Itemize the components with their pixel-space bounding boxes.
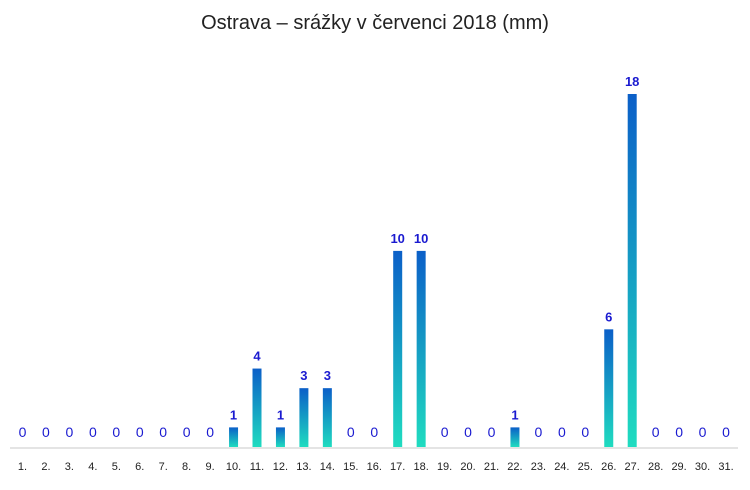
value-label-20: 0 [464,424,472,440]
value-label-5: 0 [112,424,120,440]
x-tick-label-28: 28. [648,461,663,473]
x-tick-label-3: 3. [65,461,74,473]
x-tick-label-16: 16. [367,461,382,473]
bar-18 [416,250,426,447]
x-tick-label-22: 22. [507,461,522,473]
x-tick-label-11: 11. [250,461,264,473]
x-tick-label-29: 29. [671,461,686,473]
x-tick-label-7: 7. [159,461,168,473]
x-tick-label-23: 23. [531,461,546,473]
bar-13 [299,388,309,447]
value-label-21: 0 [488,424,496,440]
bar-27 [627,94,637,447]
value-label-18: 10 [414,231,428,246]
bar-10 [229,427,239,447]
value-label-30: 0 [699,424,707,440]
x-tick-label-10: 10. [226,461,241,473]
x-tick-label-27: 27. [625,461,640,473]
x-tick-label-20: 20. [460,461,475,473]
value-label-9: 0 [206,424,214,440]
value-label-26: 6 [605,309,612,324]
value-label-31: 0 [722,424,730,440]
x-tick-label-24: 24. [554,461,569,473]
x-tick-label-30: 30. [695,461,710,473]
x-tick-label-31: 31. [718,461,733,473]
value-label-29: 0 [675,424,683,440]
value-label-3: 0 [66,424,74,440]
value-label-19: 0 [441,424,449,440]
x-tick-label-21: 21. [484,461,499,473]
value-label-2: 0 [42,424,50,440]
x-tick-label-6: 6. [135,461,144,473]
value-label-23: 0 [535,424,543,440]
value-label-8: 0 [183,424,191,440]
bar-22 [510,427,520,447]
x-tick-label-15: 15. [343,461,358,473]
x-tick-label-14: 14. [320,461,335,473]
chart-title: Ostrava – srážky v červenci 2018 (mm) [201,12,549,34]
value-label-6: 0 [136,424,144,440]
x-tick-label-25: 25. [578,461,593,473]
value-label-4: 0 [89,424,97,440]
bar-12 [275,427,285,447]
bar-14 [322,388,332,447]
value-label-7: 0 [159,424,167,440]
value-label-22: 1 [511,407,518,422]
x-tick-label-9: 9. [206,461,215,473]
bar-11 [252,368,262,447]
value-label-16: 0 [370,424,378,440]
value-label-10: 1 [230,407,237,422]
x-tick-label-8: 8. [182,461,191,473]
value-label-12: 1 [277,407,284,422]
x-tick-label-17: 17. [390,461,405,473]
value-label-17: 10 [390,231,404,246]
bar-26 [604,329,614,447]
value-label-14: 3 [324,368,331,383]
x-tick-label-26: 26. [601,461,616,473]
x-tick-label-13: 13. [296,461,311,473]
value-label-1: 0 [19,424,27,440]
value-label-25: 0 [581,424,589,440]
x-tick-label-12: 12. [273,461,288,473]
tick-labels-group: 1. 2. 3. 4. 5. 6. 7. 8. 9. 10. 11. 12. 13. 14. 15. 16. 1… [18,461,734,473]
x-tick-label-5: 5. [112,461,121,473]
x-tick-label-2: 2. [41,461,50,473]
value-label-15: 0 [347,424,355,440]
value-label-28: 0 [652,424,660,440]
value-label-13: 3 [300,368,307,383]
value-label-24: 0 [558,424,566,440]
x-tick-label-1: 1. [18,461,27,473]
x-tick-label-18: 18. [414,461,429,473]
value-label-27: 18 [625,74,639,89]
bars-group [229,94,637,447]
x-tick-label-19: 19. [437,461,452,473]
bar-17 [393,250,403,447]
x-tick-label-4: 4. [88,461,97,473]
value-label-11: 4 [253,349,261,364]
